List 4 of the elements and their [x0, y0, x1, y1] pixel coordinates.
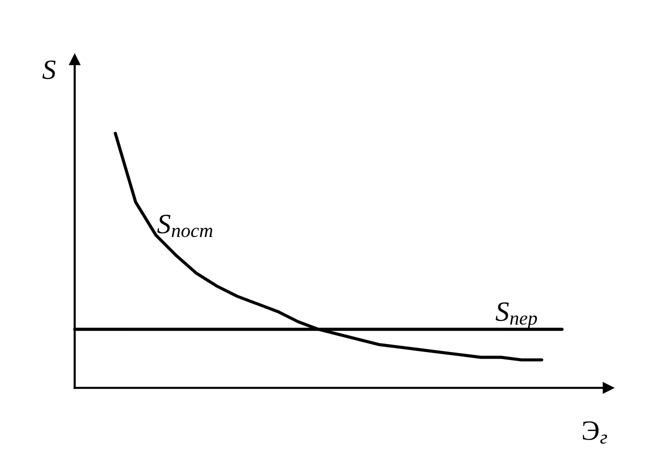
- series-label: S$_{пост}$: [157, 214, 212, 238]
- y-axis-title: S: [42, 60, 56, 80]
- x-axis-title: Э$_{г}$: [582, 421, 608, 444]
- series-label: S$_{пер}$: [496, 302, 537, 329]
